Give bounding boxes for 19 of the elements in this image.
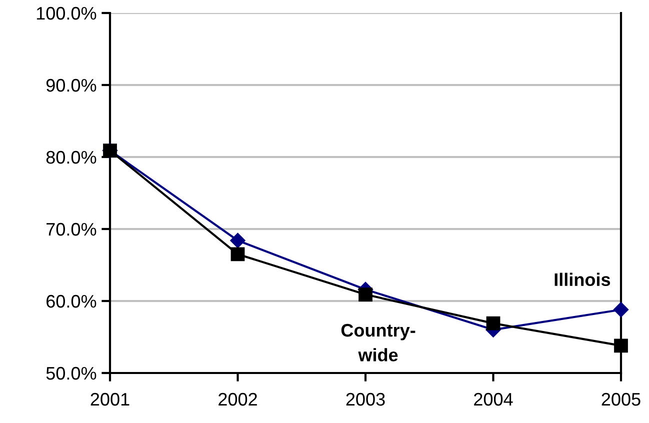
x-tick-label: 2002 [218,392,257,406]
x-tick-label: 2004 [474,392,513,406]
y-tick-label: 80.0% [46,150,96,164]
point [486,316,500,330]
point [230,232,246,248]
y-tick-label: 90.0% [46,78,96,92]
y-tick-label: 70.0% [46,222,96,236]
point [614,338,628,353]
y-tick-label: 100.0% [36,6,96,20]
point [358,288,372,302]
y-tick-label: 60.0% [46,294,96,308]
x-tick-label: 2003 [346,392,385,406]
x-tick-label: 2005 [602,392,640,406]
y-tick-label: 50.0% [46,366,96,380]
x-tick-label: 2001 [90,392,130,406]
point [613,302,629,318]
series-label: Illinois [554,272,610,286]
point [230,247,245,262]
series-label: Country- wide [341,324,416,362]
